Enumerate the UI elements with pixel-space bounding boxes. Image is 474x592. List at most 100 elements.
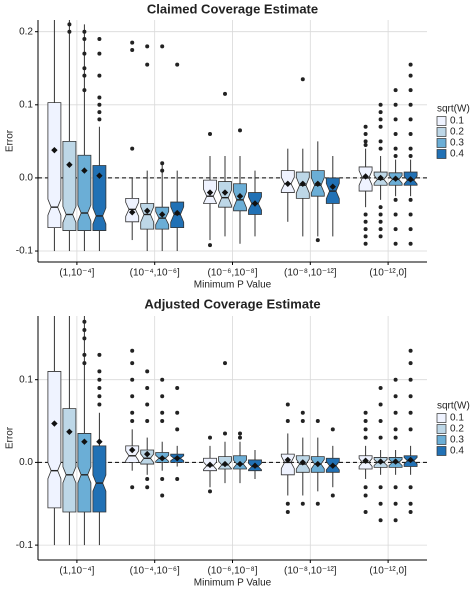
plot-area [47,20,418,252]
y-axis-label: Error [5,426,16,449]
outlier [145,419,150,424]
legend-title: sqrt(W) [437,104,470,115]
outlier [393,435,398,440]
x-tick-label: (10⁻¹²,0] [369,566,407,577]
outlier [378,102,383,107]
outlier [315,419,320,424]
y-axis-label: Error [5,129,16,152]
outlier [208,489,212,494]
mean-point [66,161,73,168]
outlier [363,227,368,232]
box [280,453,295,476]
outlier [408,427,413,432]
legend-label: 0.2 [450,424,464,435]
outlier [130,410,135,415]
outlier [82,88,87,93]
box [92,445,107,513]
outlier [82,51,87,56]
outlier [393,410,398,415]
y-tick-label: 0.0 [19,457,33,468]
outlier [160,161,165,166]
outlier [393,153,398,158]
mean-point [314,460,321,468]
outlier [97,352,102,357]
outlier [378,234,383,239]
mean-point [159,211,166,218]
outlier [408,102,413,107]
mean-point [51,146,58,154]
outlier [82,361,87,366]
outlier [67,29,72,34]
outlier [97,110,102,115]
outlier [175,410,180,415]
outlier [378,146,383,151]
outlier [285,402,290,407]
outlier [223,431,227,436]
mean-point [96,172,103,179]
legend-title: sqrt(W) [437,401,470,412]
outlier [408,73,413,78]
outlier [82,66,87,71]
outlier [82,29,87,34]
mean-point [206,189,214,196]
mean-point [129,446,136,454]
x-tick-label: (10⁻⁴,10⁻⁶] [130,268,180,279]
outlier [363,493,368,498]
outlier [130,377,135,382]
outlier [130,40,135,45]
outlier [300,419,305,424]
outlier [408,241,413,246]
outlier [363,212,368,217]
legend-swatch [436,424,447,434]
outlier [363,435,368,440]
mean-point [66,428,73,435]
outlier [408,132,413,137]
mean-point [284,456,291,464]
legend-swatch [436,435,447,445]
outlier [393,197,398,202]
x-axis-label: Minimum P Value [194,578,272,589]
outlier [145,385,150,390]
x-axis-label: Minimum P Value [194,280,272,291]
mean-point [236,460,244,468]
outlier [378,212,383,217]
outlier [130,419,135,424]
outlier [97,37,102,42]
outlier [315,501,320,506]
outlier [160,377,165,382]
outlier [408,348,413,353]
outlier [363,234,368,239]
outlier [145,62,150,67]
outlier [408,146,413,151]
mean-point [129,209,136,216]
legend-swatch [436,413,447,423]
y-tick-label: -0.1 [16,540,34,551]
outlier [175,476,180,481]
mean-point [251,462,259,469]
outlier [82,319,87,324]
outlier [130,146,135,151]
outlier [408,88,413,93]
mean-point [174,209,181,217]
mean-point [221,460,229,468]
outlier [393,501,398,506]
mean-point [251,200,259,207]
outlier [330,427,335,432]
outlier [145,402,150,407]
outlier [408,227,413,232]
mean-point [377,458,384,465]
mean-point [392,175,399,182]
outlier [363,124,368,129]
mean-point [362,457,369,464]
chart-title: Claimed Coverage Estimate [147,1,318,16]
outlier [378,117,383,122]
outlier [378,402,383,407]
outlier [363,427,368,432]
outlier [130,394,135,399]
legend-label: 0.1 [450,413,464,424]
box [62,408,77,513]
mean-point [329,183,336,190]
plot-area [47,316,418,546]
outlier [363,132,368,137]
